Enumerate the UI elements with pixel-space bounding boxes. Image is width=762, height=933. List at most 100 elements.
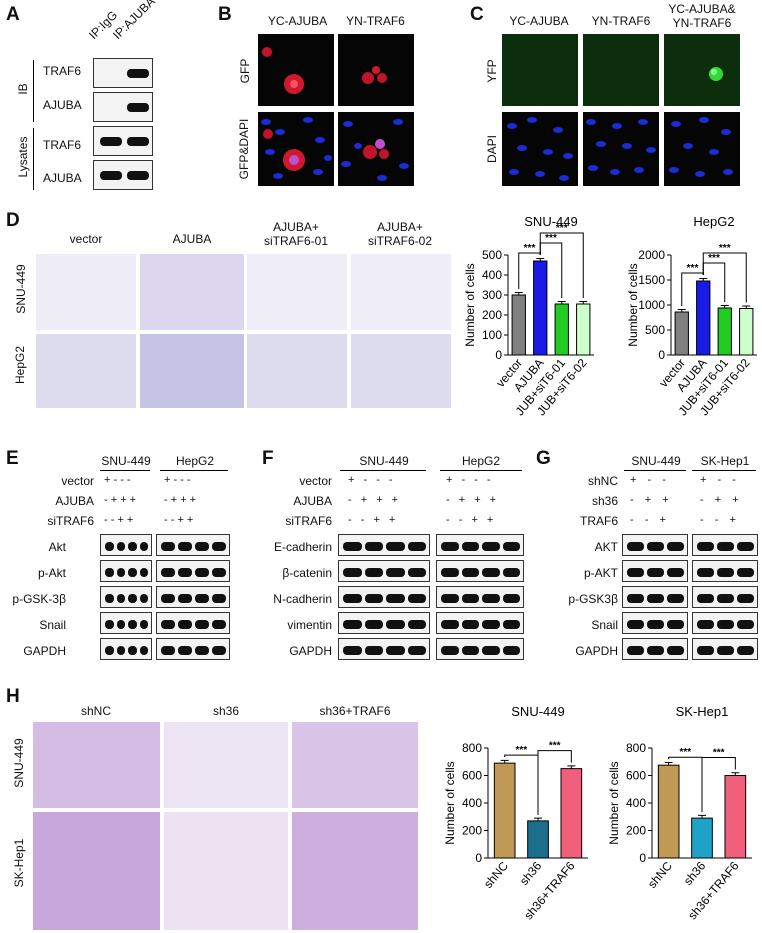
image-transwell-snu449-vector xyxy=(36,254,136,330)
band xyxy=(627,567,644,577)
significance-mark: *** xyxy=(515,745,527,756)
signs-vector-e-1: + - - - xyxy=(104,474,131,486)
image-transwell-snu449-sh36-traf6 xyxy=(292,722,418,808)
band xyxy=(212,619,226,629)
blot-traf6-ib xyxy=(93,58,153,88)
x-tick-label: shNC xyxy=(645,859,675,891)
col-label-ajuba-plus-1: AJUBA+ xyxy=(273,220,319,234)
row-label-gfp: GFP xyxy=(238,58,252,84)
blot-label-blotsE-3: Snail xyxy=(39,618,66,632)
band xyxy=(364,645,383,655)
band xyxy=(386,645,405,655)
band xyxy=(116,567,125,577)
blot-blotsE-1-0 xyxy=(100,560,152,582)
y-tick-label: 0 xyxy=(495,348,502,362)
band xyxy=(161,567,175,577)
band xyxy=(178,567,192,577)
image-yfp-yn-traf6 xyxy=(583,34,659,106)
y-tick-label: 600 xyxy=(626,769,646,783)
band xyxy=(128,645,137,655)
panel-letter-b: B xyxy=(218,4,232,25)
signs-ajuba-f-2: - + + + xyxy=(446,494,497,506)
col-label-yn-traf6-and: YN-TRAF6 xyxy=(672,16,732,30)
band xyxy=(116,619,125,629)
signs-sitraf6-e-2: - - + + xyxy=(164,514,194,526)
blot-label-blotsG-0: AKT xyxy=(594,540,618,554)
band xyxy=(116,593,125,603)
bar xyxy=(511,294,526,356)
blot-blotsE-2-1 xyxy=(156,586,230,608)
band xyxy=(178,619,192,629)
blot-ajuba-ib xyxy=(93,92,153,122)
blot-blotsE-4-1 xyxy=(156,638,230,660)
image-dapi-yn-traf6 xyxy=(583,112,659,186)
significance-mark: *** xyxy=(687,263,699,274)
image-transwell-skhep1-sh36 xyxy=(164,812,288,930)
cond-vector-e: vector xyxy=(61,474,94,488)
cell-line-snu449-g: SNU-449 xyxy=(631,454,681,468)
significance-bracket xyxy=(701,757,736,813)
blot-label-blotsE-1: p-Akt xyxy=(37,566,66,580)
y-tick-label: 400 xyxy=(462,796,482,810)
bar xyxy=(560,768,583,859)
group-bracket-ib xyxy=(33,60,34,122)
blot-blotsF-0-1 xyxy=(436,534,524,556)
band xyxy=(386,567,405,577)
band xyxy=(441,567,459,577)
band xyxy=(717,619,734,629)
col-label-yc-ajuba-c: YC-AJUBA xyxy=(509,14,569,28)
significance-mark: *** xyxy=(708,253,720,264)
band xyxy=(717,593,734,603)
cell-line-hepg2-e: HepG2 xyxy=(175,454,215,468)
significance-mark: *** xyxy=(556,223,568,234)
band xyxy=(627,645,644,655)
y-tick-label: 200 xyxy=(462,824,482,838)
col-label-yn-traf6-c: YN-TRAF6 xyxy=(591,14,651,28)
underline-snu449-e xyxy=(100,470,150,471)
y-tick-label: 100 xyxy=(482,328,502,342)
signs-ajuba-e-2: - + + + xyxy=(164,494,197,506)
blot-blotsG-2-1 xyxy=(692,586,758,608)
blot-label-blotsF-0: E-cadherin xyxy=(273,540,332,554)
band xyxy=(161,593,175,603)
image-transwell-hepg2-sitraf6-02 xyxy=(351,334,451,408)
col-label-vector: vector xyxy=(69,232,103,246)
band xyxy=(407,645,426,655)
blot-blotsF-1-1 xyxy=(436,560,524,582)
blot-label-blotsF-4: GAPDH xyxy=(289,644,332,658)
blot-label-traf6-ib: TRAF6 xyxy=(43,64,82,78)
band xyxy=(667,593,684,603)
band xyxy=(627,619,644,629)
blot-blotsE-0-1 xyxy=(156,534,230,556)
y-tick-label: 500 xyxy=(645,323,665,337)
bar xyxy=(739,308,754,356)
band xyxy=(482,645,500,655)
band xyxy=(364,619,383,629)
bar xyxy=(696,280,711,356)
y-axis-label: Number of cells xyxy=(463,263,477,346)
bar xyxy=(691,817,713,859)
col-label-yc-ajuba-and: YC-AJUBA& xyxy=(668,2,736,16)
underline-hepg2-e xyxy=(160,470,228,471)
cond-vector-f: vector xyxy=(299,474,332,488)
signs-sitraf6-e-1: - - + + xyxy=(104,514,134,526)
band xyxy=(441,593,459,603)
band xyxy=(502,541,520,551)
blot-blotsG-3-1 xyxy=(692,612,758,634)
image-transwell-snu449-ajuba xyxy=(140,254,244,330)
y-tick-label: 2000 xyxy=(638,248,665,262)
blot-blotsF-3-0 xyxy=(338,612,430,634)
band xyxy=(407,619,426,629)
y-tick-label: 1500 xyxy=(638,273,665,287)
y-tick-label: 1000 xyxy=(638,298,665,312)
band xyxy=(161,645,175,655)
band xyxy=(407,567,426,577)
band xyxy=(116,541,125,551)
x-tick-label: sh36 xyxy=(681,859,709,888)
band xyxy=(667,619,684,629)
y-axis-label: Number of cells xyxy=(607,761,621,844)
y-tick-label: 200 xyxy=(482,308,502,322)
band xyxy=(502,645,520,655)
